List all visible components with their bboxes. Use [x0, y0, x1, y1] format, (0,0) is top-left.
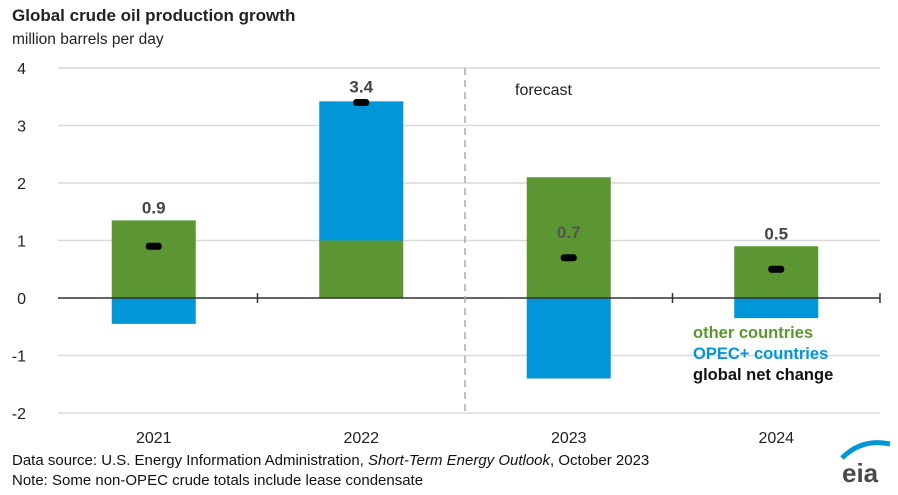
legend-entry: OPEC+ countries [693, 345, 828, 363]
net-marker-2021 [145, 242, 162, 250]
y-tick-label: 0 [17, 291, 26, 308]
net-data-label: 0.7 [557, 223, 581, 242]
forecast-label: forecast [515, 82, 572, 99]
source-suffix: , October 2023 [550, 452, 650, 469]
net-marker-2023 [560, 254, 577, 262]
x-tick-label: 2023 [551, 430, 587, 447]
x-tick-label: 2022 [343, 430, 379, 447]
bar-other-2021 [111, 220, 196, 298]
data-source: Data source: U.S. Energy Information Adm… [12, 452, 649, 469]
legend-entry: global net change [693, 366, 833, 384]
bar-opec-2021 [111, 298, 196, 324]
y-tick-label: 3 [17, 119, 26, 136]
bar-opec-2023 [526, 298, 611, 379]
net-data-label: 0.9 [142, 198, 166, 217]
x-tick-label: 2024 [758, 430, 794, 447]
net-data-label: 0.5 [764, 224, 788, 243]
y-tick-label: 2 [17, 176, 26, 193]
y-axis-label: million barrels per day [12, 31, 164, 48]
bar-opec-2022 [319, 101, 404, 241]
net-marker-2024 [768, 265, 785, 273]
y-tick-label: 1 [17, 234, 26, 251]
source-prefix: Data source: U.S. Energy Information Adm… [12, 452, 368, 469]
source-title: Short-Term Energy Outlook [368, 452, 551, 469]
note: Note: Some non-OPEC crude totals include… [12, 472, 424, 489]
net-marker-2022 [353, 99, 370, 106]
y-tick-label: 4 [17, 61, 26, 78]
bar-other-2023 [526, 177, 611, 298]
y-tick-label: -1 [12, 349, 26, 366]
legend-entry: other countries [693, 324, 813, 342]
net-data-label: 3.4 [349, 78, 373, 97]
bar-opec-2024 [734, 298, 819, 319]
x-tick-label: 2021 [136, 430, 172, 447]
y-tick-label: -2 [12, 406, 26, 423]
chart-title: Global crude oil production growth [12, 6, 296, 25]
bar-other-2022 [319, 240, 404, 298]
